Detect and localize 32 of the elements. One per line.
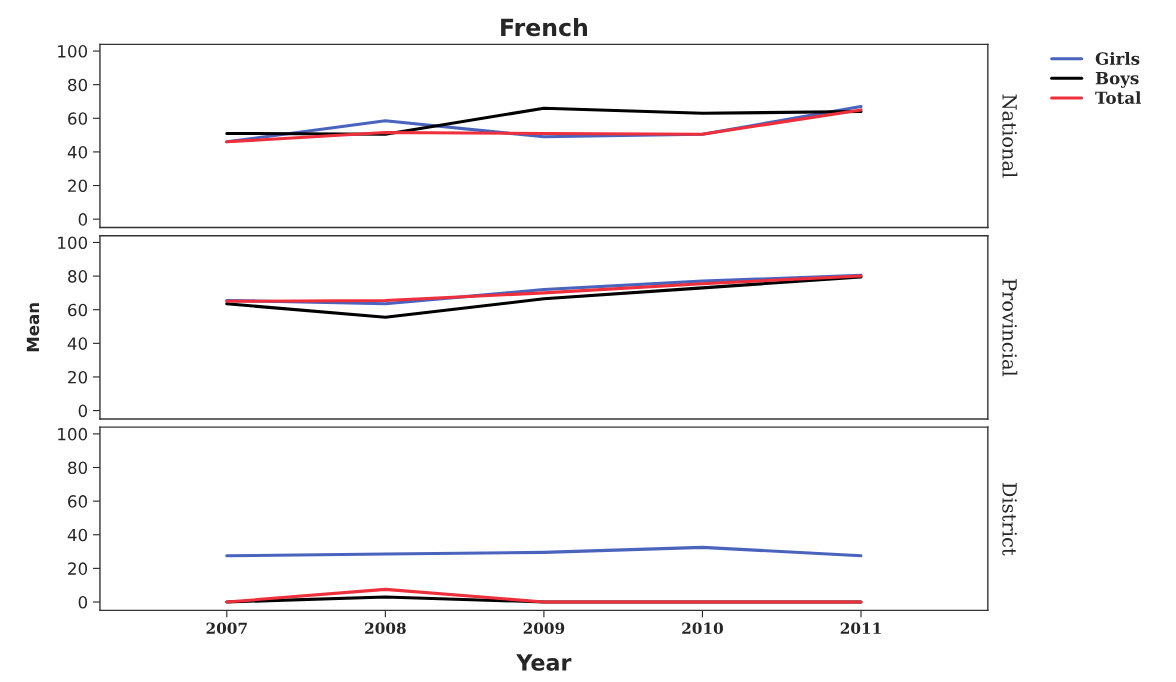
text: Provincial	[1002, 279, 1018, 377]
y-tick-label: 80	[68, 270, 88, 283]
y-tick-label: 60	[68, 112, 88, 125]
y-tick-label: 40	[67, 337, 88, 350]
x-tick-label: 2007	[206, 622, 247, 635]
y-tick-label: 20	[68, 370, 88, 384]
y-axis-title: Mean	[26, 303, 40, 352]
y-tick-label: 60	[68, 495, 88, 508]
x-tick-label: 2011	[840, 622, 881, 635]
text: National	[1002, 94, 1018, 178]
chart-title: French	[501, 18, 587, 37]
y-tick-label: 40	[67, 528, 88, 542]
y-tick-label: 20	[68, 562, 88, 575]
y-tick-label: 40	[67, 145, 88, 159]
y-tick-label: 100	[58, 236, 88, 250]
y-tick-label: 20	[68, 179, 88, 193]
y-tick-label: 100	[58, 427, 88, 441]
x-tick-label: 2009	[523, 622, 565, 635]
x-axis-title: Year	[516, 654, 572, 671]
text: District	[1002, 482, 1017, 556]
legend-label: Girls	[1095, 52, 1140, 65]
x-tick-label: 2010	[682, 622, 723, 635]
y-tick-label: 0	[78, 404, 88, 418]
legend-label: Boys	[1095, 71, 1139, 88]
y-tick-label: 80	[68, 461, 88, 475]
y-tick-label: 0	[78, 595, 88, 609]
x-tick-label: 2008	[365, 622, 406, 635]
legend-label: Total	[1095, 91, 1142, 105]
y-tick-label: 80	[68, 78, 88, 92]
y-tick-label: 60	[68, 303, 88, 317]
y-tick-label: 100	[58, 45, 88, 58]
y-tick-label: 0	[78, 213, 88, 226]
